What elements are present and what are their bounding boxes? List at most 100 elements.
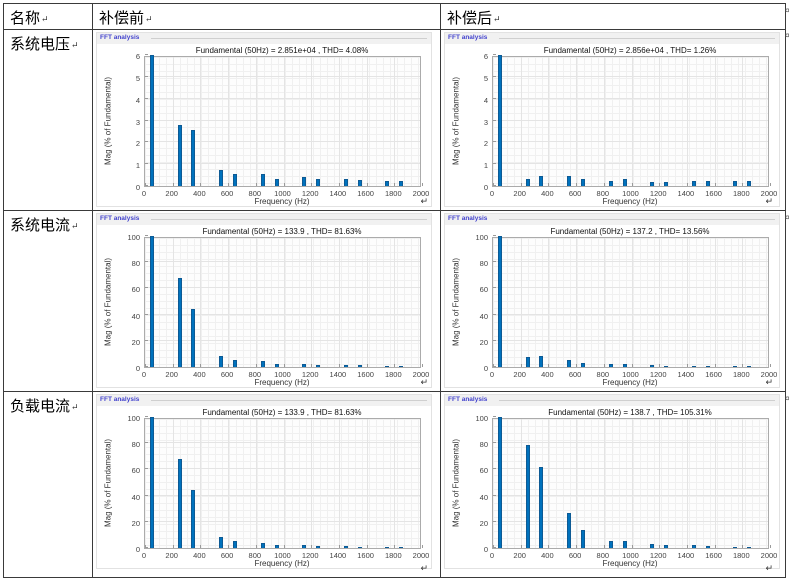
harmonic-bar [274,545,279,548]
x-tick-label: 2000 [760,370,778,379]
x-tick-mark [603,364,605,367]
x-tick-label: 1000 [274,189,291,198]
harmonic-bar [691,366,696,367]
y-axis-label: Mag (% of Fundamental) [103,438,113,528]
grid-line-vertical [228,419,230,548]
y-tick-mark [493,235,496,236]
x-tick-mark [311,364,313,367]
grid-line-vertical [520,419,522,548]
harmonic-bar [705,181,710,186]
plot-area [144,54,423,187]
x-tick-mark [659,364,661,367]
y-tick-label: 40 [131,311,140,321]
grid-line-vertical [283,419,285,548]
harmonic-bar [581,363,586,367]
y-tick-mark [145,520,148,522]
chart-title: Fundamental (50Hz) = 133.9 , THD= 81.63% [202,227,362,236]
y-tick-mark [493,54,496,55]
panel-rule [499,219,775,220]
plot-area [492,235,771,368]
x-tick-label: 800 [596,189,610,198]
y-tick-label: 80 [479,440,488,450]
grid-line-vertical [255,57,257,186]
x-tick-mark [366,545,368,548]
chart-cell-voltage-after: FFT analysis Fundamental (50Hz) = 2.856e… [441,30,785,211]
harmonic-bar [219,170,224,186]
harmonic-bar [274,364,279,367]
y-tick-label: 100 [127,414,140,423]
x-tick-mark [338,364,340,367]
x-tick-mark [394,183,396,186]
x-tick-label: 600 [220,189,234,198]
x-tick-mark [714,545,716,548]
harmonic-bar [622,541,627,548]
harmonic-bar [608,364,613,367]
harmonic-bar [608,181,613,186]
harmonic-bar [191,490,196,548]
x-tick-label: 1600 [357,370,374,379]
harmonic-bar [664,182,669,186]
grid-line-vertical [394,238,396,367]
y-tick-mark [493,75,496,77]
grid-line-vertical [576,419,578,548]
y-tick-mark [493,366,496,367]
grid-line-horizontal [493,494,768,496]
grid-line-vertical [603,57,605,186]
x-tick-label: 1400 [677,189,695,198]
grid-line-horizontal [145,141,420,143]
x-tick-label: 600 [568,551,582,560]
grid-line-horizontal [493,163,768,165]
x-tick-label: 1200 [649,551,667,560]
y-tick-mark [493,97,496,99]
grid-line-vertical [283,238,285,367]
end-of-cell-mark: ↵ [145,14,153,24]
y-tick-mark [145,97,148,99]
grid-line-horizontal [145,468,420,470]
grid-line-vertical [255,238,257,367]
grid-line-horizontal [493,141,768,143]
grid-line-vertical [742,419,744,548]
y-tick-label: 4 [483,95,488,105]
harmonic-bar [497,55,502,186]
comparison-table: 名称↵ 补偿前↵ 补偿后↵ 系统电压↵ FFT analysis Fundame… [3,3,786,578]
fft-panel-header: FFT analysis [97,395,431,406]
x-tick-label: 1800 [384,370,402,379]
y-axis-label: Mag (% of Fundamental) [451,257,461,347]
grid-line-vertical [548,419,550,548]
grid-line-vertical [172,57,174,186]
y-tick-mark [145,141,148,143]
grid-line-horizontal [145,287,420,289]
x-tick-label: 800 [248,189,262,198]
x-tick-mark [394,364,396,367]
y-tick-label: 60 [131,466,140,476]
y-tick-mark [493,141,496,143]
grid-line-vertical [686,419,688,548]
chart-cell-syscurrent-after: FFT analysis Fundamental (50Hz) = 137.2 … [441,211,785,392]
x-tick-label: 200 [513,370,526,379]
harmonic-bar [260,174,265,186]
harmonic-bar [191,309,196,367]
grid-line-vertical [714,238,716,367]
x-tick-label: 600 [220,551,234,560]
x-tick-label: 2000 [760,189,778,198]
x-tick-mark [422,545,423,548]
harmonic-bar [177,278,182,367]
chart-cell-syscurrent-before: FFT analysis Fundamental (50Hz) = 133.9 … [93,211,441,392]
grid-line-horizontal [493,313,768,315]
plot-area [144,416,423,549]
x-tick-mark [576,183,578,186]
grid-line-vertical [742,57,744,186]
x-tick-mark [172,183,174,186]
y-tick-mark [145,75,148,77]
panel-rule [151,38,427,39]
x-axis-label: Frequency (Hz) [254,378,310,387]
chart-title: Fundamental (50Hz) = 133.9 , THD= 81.63% [202,408,362,417]
x-tick-mark [548,545,550,548]
y-tick-mark [493,494,496,496]
y-tick-label: 4 [135,95,140,105]
chart-title: Fundamental (50Hz) = 2.851e+04 , THD= 4.… [195,46,369,55]
x-tick-mark [283,545,285,548]
harmonic-bar [691,545,696,548]
x-tick-label: 400 [541,551,554,560]
chart-cell-loadcurrent-before: FFT analysis Fundamental (50Hz) = 133.9 … [93,392,441,577]
